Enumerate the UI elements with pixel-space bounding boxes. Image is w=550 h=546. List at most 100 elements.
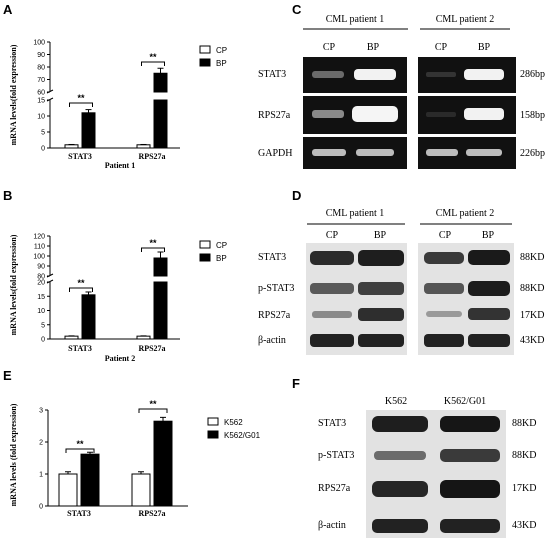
gel-c-row-label: RPS27a — [258, 110, 291, 121]
y-tick-label: 20 — [37, 280, 45, 287]
blot-d-patient1-label: CML patient 1 — [326, 208, 385, 219]
blot-f-row-label: β-actin — [318, 520, 346, 531]
panel-letter-d: D — [292, 188, 301, 203]
blot-d-band — [310, 334, 354, 347]
legend-label: CP — [216, 241, 227, 250]
significance-bracket — [69, 102, 93, 107]
significance-bracket — [69, 287, 93, 292]
significance-marker: ** — [76, 439, 84, 449]
legend-label: BP — [216, 254, 227, 263]
y-tick-label: 70 — [37, 77, 45, 84]
blot-f-row-size: 17KD — [512, 483, 536, 494]
gel-c-band — [464, 69, 504, 80]
blot-f-band — [440, 416, 500, 432]
legend-swatch — [199, 45, 211, 54]
blot-f-lane-2: K562/G01 — [444, 396, 486, 407]
blot-d-band — [358, 282, 404, 295]
legend-swatch — [199, 253, 211, 262]
gel-c-band — [352, 106, 398, 122]
blot-d-band — [468, 308, 510, 320]
blot-f-band — [440, 519, 500, 533]
gel-c-band — [356, 149, 394, 156]
y-tick-label: 0 — [39, 504, 43, 511]
blot-f-band — [372, 481, 428, 497]
y-axis-label: mRNA levels(fold expression) — [9, 44, 18, 145]
blot-d-row-size: 88KD — [520, 283, 544, 294]
significance-marker: ** — [149, 52, 157, 62]
y-axis-label: mRNA levels (fold expression) — [9, 403, 18, 506]
blot-d-band — [358, 334, 404, 347]
blot-d-lane-2: BP — [374, 230, 387, 241]
significance-marker: ** — [77, 93, 85, 103]
x-category-label: RPS27a — [138, 344, 165, 353]
legend-label: CP — [216, 46, 227, 55]
x-axis-label: Patient 2 — [105, 354, 135, 363]
panel-letter-c: C — [292, 2, 302, 17]
blot-d-band — [312, 311, 352, 318]
blot-d-band — [358, 250, 404, 266]
blot-d-row-size: 88KD — [520, 252, 544, 263]
y-tick-label: 2 — [39, 440, 43, 447]
gel-c: CML patient 1 CML patient 2 CP BP CP BP … — [258, 14, 545, 169]
panel-letter-e: E — [3, 368, 12, 383]
significance-marker: ** — [149, 399, 157, 409]
gel-c-band — [312, 110, 344, 118]
x-category-label: RPS27a — [138, 152, 165, 161]
y-tick-label: 3 — [39, 408, 43, 415]
blot-f: K562 K562/G01 STAT3 88KD p-STAT3 88KD RP… — [318, 396, 536, 538]
gel-c-row-size: 158bp — [520, 110, 545, 121]
blot-f-band — [372, 519, 428, 533]
significance-marker: ** — [149, 238, 157, 248]
chart-e: 0 1 2 3 mRNA levels (fold expression) STAT3 **… — [9, 399, 261, 518]
legend-swatch — [207, 417, 219, 426]
y-tick-label: 110 — [34, 244, 45, 251]
y-tick-label: 5 — [41, 130, 45, 137]
significance-bracket — [141, 61, 165, 66]
y-tick-label: 80 — [37, 274, 45, 281]
significance-bracket — [65, 448, 95, 453]
gel-c-band — [354, 69, 396, 80]
gel-c-band — [312, 149, 346, 156]
significance-marker: ** — [77, 278, 85, 288]
blot-d-band — [468, 281, 510, 296]
legend-swatch — [207, 430, 219, 439]
blot-f-row-size: 43KD — [512, 520, 536, 531]
blot-d-band — [468, 334, 510, 347]
bar — [153, 281, 168, 340]
y-axis-label: mRNA levels(fold expression) — [9, 234, 18, 335]
bar — [153, 257, 168, 277]
blot-d-row-size: 17KD — [520, 310, 544, 321]
gel-c-row-size: 226bp — [520, 148, 545, 159]
y-tick-label: 0 — [41, 146, 45, 153]
blot-d-band — [424, 283, 464, 294]
blot-d-lane-3: CP — [439, 230, 452, 241]
blot-f-row-label: RPS27a — [318, 483, 351, 494]
y-tick-label: 100 — [33, 40, 45, 47]
panel-letter-b: B — [3, 188, 12, 203]
gel-c-band — [466, 149, 502, 156]
gel-c-patient2-label: CML patient 2 — [436, 14, 495, 25]
y-tick-label: 0 — [41, 337, 45, 344]
bar — [64, 144, 79, 149]
panel-letter-f: F — [292, 376, 300, 391]
y-tick-label: 10 — [37, 114, 45, 121]
gel-c-row-label: GAPDH — [258, 148, 292, 159]
blot-d: CML patient 1 CML patient 2 CP BP CP BP … — [258, 208, 544, 355]
blot-d-lane-4: BP — [482, 230, 495, 241]
y-tick-label: 5 — [41, 322, 45, 329]
x-category-label: STAT3 — [68, 344, 92, 353]
gel-c-lane-2: BP — [367, 42, 380, 53]
blot-d-row-label: STAT3 — [258, 252, 286, 263]
y-tick-label: 120 — [33, 234, 45, 241]
blot-d-band — [310, 251, 354, 265]
legend-swatch — [199, 240, 211, 249]
gel-c-row-label: STAT3 — [258, 69, 286, 80]
bar — [80, 453, 100, 507]
blot-d-band — [468, 250, 510, 265]
blot-f-band — [440, 449, 500, 462]
blot-d-patient2-label: CML patient 2 — [436, 208, 495, 219]
gel-c-band — [312, 71, 344, 78]
bar — [81, 112, 96, 149]
